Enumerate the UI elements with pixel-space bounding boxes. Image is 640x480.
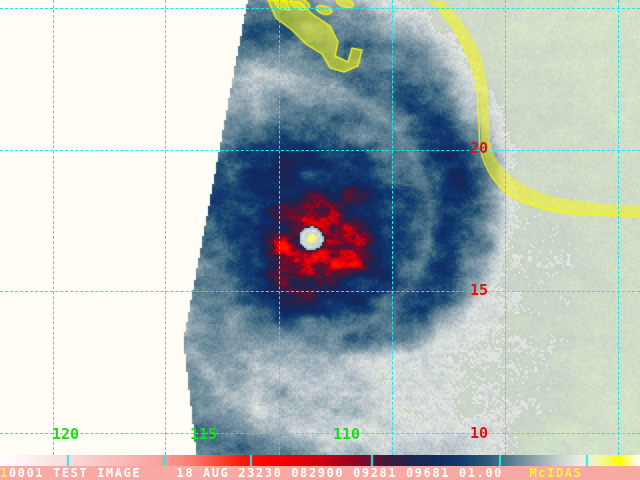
lat-label-10: 10 [470, 424, 489, 442]
lat-label-15: 15 [470, 281, 489, 299]
lon-label-110: 110 [333, 425, 361, 443]
satellite-image-area[interactable]: 20 15 10 120 115 110 [0, 0, 640, 455]
lon-label-115: 115 [190, 425, 218, 443]
frame-number: 1 [0, 466, 9, 480]
lat-label-20: 20 [470, 139, 489, 157]
source-label: McIDAS [529, 466, 583, 480]
image-nav-params: 18 AUG 23230 082900 09281 09681 01.00 [176, 466, 530, 480]
colorbar-gradient [0, 455, 640, 466]
lon-label-120: 120 [52, 425, 80, 443]
image-id-and-name: 0001 TEST IMAGE [8, 466, 177, 480]
satellite-raster [0, 0, 640, 455]
image-info-textbar: 1 0001 TEST IMAGE 18 AUG 23230 082900 09… [0, 466, 640, 480]
color-enhancement-bar[interactable] [0, 455, 640, 466]
